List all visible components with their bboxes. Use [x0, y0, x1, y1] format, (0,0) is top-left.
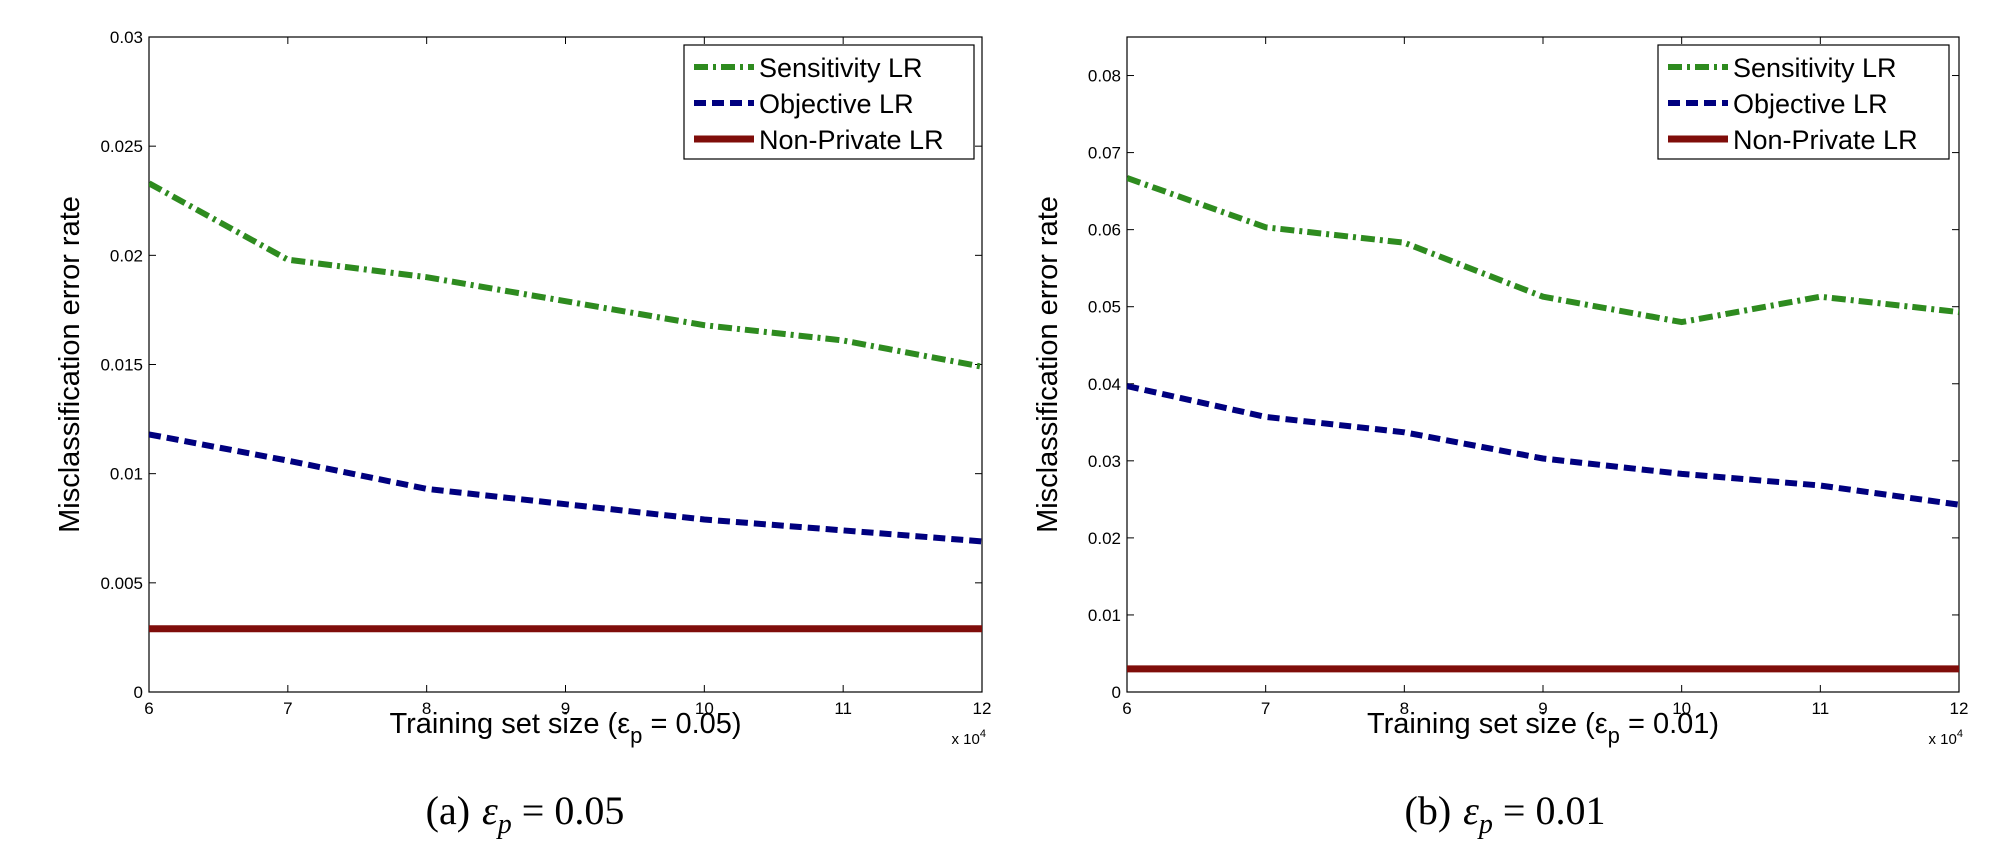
x-multiplier-base: x 10: [1929, 731, 1957, 748]
legend: Sensitivity LR Objective LR Non-Private LR: [683, 44, 975, 160]
y-tick-label: 0.03: [110, 28, 143, 47]
series-group: [149, 180, 982, 633]
panel-caption: (a) εp = 0.05: [426, 788, 625, 840]
panel-caption: (b) εp = 0.01: [1405, 788, 1606, 840]
x-multiplier-exp: 4: [980, 728, 986, 740]
x-tick-label: 6: [144, 699, 153, 718]
y-tick-label: 0.02: [110, 246, 143, 265]
y-axis-label: Misclassification error rate: [54, 196, 86, 533]
y-tick-label: 0.02: [1088, 529, 1121, 548]
x-axis-label: Training set size (εp = 0.05): [389, 708, 741, 748]
x-multiplier: x 104: [952, 728, 986, 748]
caption-rest: = 0.01: [1493, 788, 1606, 833]
y-tick-label: 0: [134, 683, 143, 702]
x-tick-label: 7: [1261, 699, 1270, 718]
caption-symbol: ε: [1463, 788, 1479, 833]
caption-prefix: (b): [1405, 788, 1452, 833]
x-tick-label: 10: [695, 699, 714, 718]
series-line-sensitivity-lr: [149, 180, 982, 370]
y-tick-label: 0.015: [100, 356, 143, 375]
y-tick-label: 0.08: [1088, 67, 1121, 86]
y-tick-label: 0.05: [1088, 298, 1121, 317]
x-tick-label: 11: [1812, 699, 1830, 718]
legend-label: Sensitivity LR: [1733, 53, 1897, 83]
x-axis-label-sub: p: [630, 723, 642, 748]
x-axis-label-text: Training set size (: [389, 708, 617, 740]
y-tick-label: 0.01: [1088, 606, 1121, 625]
x-multiplier: x 104: [1929, 728, 1963, 748]
caption-sub: p: [1477, 809, 1493, 840]
x-tick-label: 11: [834, 699, 852, 718]
y-tick-label: 0.005: [100, 574, 143, 593]
caption-rest: = 0.05: [512, 788, 625, 833]
x-tick-label: 8: [1400, 699, 1409, 718]
x-axis-label-symbol: ε: [617, 708, 630, 740]
x-axis-label-tail: = 0.05): [642, 708, 741, 740]
x-axis-label-tail: = 0.01): [1620, 708, 1719, 740]
legend-label: Sensitivity LR: [759, 53, 923, 83]
x-tick-label: 10: [1672, 699, 1691, 718]
legend-label: Objective LR: [759, 89, 914, 119]
x-axis-label: Training set size (εp = 0.01): [1367, 708, 1719, 748]
legend-label: Non-Private LR: [759, 125, 944, 155]
legend-label: Objective LR: [1733, 89, 1888, 119]
x-axis-label-sub: p: [1608, 723, 1620, 748]
caption-sub: p: [496, 809, 512, 840]
x-multiplier-base: x 10: [952, 731, 980, 748]
legend-label: Non-Private LR: [1733, 125, 1918, 155]
series-line-objective-lr: [149, 431, 982, 545]
y-tick-label: 0.04: [1088, 375, 1121, 394]
x-tick-label: 12: [973, 699, 992, 718]
y-tick-label: 0.03: [1088, 452, 1121, 471]
y-axis-label: Misclassification error rate: [1032, 196, 1064, 533]
x-tick-label: 9: [561, 699, 570, 718]
y-tick-label: 0.07: [1088, 144, 1121, 163]
caption-prefix: (a): [426, 788, 470, 833]
x-tick-label: 12: [1950, 699, 1969, 718]
x-axis-label-text: Training set size (: [1367, 708, 1595, 740]
x-tick-label: 6: [1122, 699, 1131, 718]
x-tick-label: 8: [422, 699, 431, 718]
series-line-sensitivity-lr: [1127, 175, 1959, 326]
chart-panel-b: 6 7 8 9 10 11 12 0 0.01 0.02 0.03 0.04 0.05 0.06 0.07 0…: [1032, 36, 1969, 840]
x-tick-label: 7: [283, 699, 292, 718]
chart-panel-a: 6 7 8 9 10 11 12 0 0.005 0.01 0.015 0.02 0.025 0.03 x …: [54, 28, 991, 840]
y-tick-label: 0: [1112, 683, 1121, 702]
y-tick-label: 0.025: [100, 137, 143, 156]
x-axis-label-symbol: ε: [1595, 708, 1608, 740]
y-tick-label: 0.06: [1088, 221, 1121, 240]
caption-symbol: ε: [482, 788, 498, 833]
x-multiplier-exp: 4: [1957, 728, 1963, 740]
series-group: [1127, 175, 1959, 673]
legend: Sensitivity LR Objective LR Non-Private LR: [1657, 44, 1950, 160]
x-tick-label: 9: [1538, 699, 1547, 718]
series-line-objective-lr: [1127, 383, 1959, 508]
y-tick-label: 0.01: [110, 465, 143, 484]
